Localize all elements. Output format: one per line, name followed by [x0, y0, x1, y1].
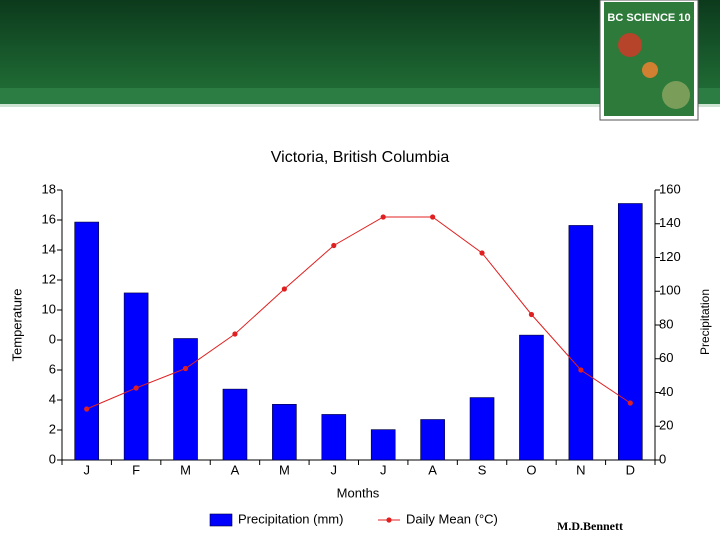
y-tick-label: 6: [49, 361, 56, 376]
y-tick-label: 10: [42, 301, 56, 316]
header-rule: [0, 104, 720, 107]
cover-title: BC SCIENCE 10: [607, 12, 690, 24]
line-point: [84, 406, 90, 412]
legend-label: Daily Mean (°C): [406, 511, 498, 526]
line-point: [281, 286, 287, 292]
bar: [568, 225, 594, 461]
y-tick-label: 4: [49, 391, 56, 406]
bar: [370, 429, 396, 461]
cover-art: [662, 81, 690, 109]
cover-art: [618, 33, 642, 57]
y2-tick-label: 0: [659, 451, 666, 466]
x-tick-label: M: [279, 462, 290, 477]
x-tick-label: S: [478, 462, 487, 477]
bar: [272, 404, 297, 461]
bar: [222, 388, 248, 461]
line-point: [430, 214, 436, 220]
header-strip: [0, 88, 720, 104]
bar: [420, 419, 445, 461]
bar: [173, 338, 198, 461]
line-point: [133, 385, 139, 391]
bar: [123, 292, 149, 461]
line-point: [182, 365, 189, 372]
bar: [321, 414, 347, 461]
y-tick-label: 14: [42, 241, 56, 256]
y2-tick-label: 40: [659, 384, 673, 399]
x-tick-label: J: [331, 462, 338, 477]
cover-art: [642, 62, 658, 78]
y2-axis-label: Precipitation: [698, 289, 712, 355]
line-point: [578, 367, 584, 373]
y-tick-label: 12: [42, 271, 56, 286]
line-point: [528, 311, 535, 318]
x-tick-label: A: [428, 462, 437, 477]
y2-tick-label: 100: [659, 283, 681, 298]
line-point: [331, 242, 337, 249]
y-tick-label: 0: [49, 331, 56, 346]
line-point: [627, 400, 633, 406]
y-tick-label: 2: [49, 421, 56, 436]
bar: [74, 221, 100, 461]
x-axis-label: Months: [337, 485, 380, 500]
bar: [519, 334, 544, 461]
line: [86, 216, 631, 410]
x-tick-label: N: [576, 462, 585, 477]
y2-tick-label: 20: [659, 418, 673, 433]
line-point: [479, 250, 485, 256]
y2-tick-label: 60: [659, 350, 673, 365]
author: M.D.Bennett: [557, 519, 623, 533]
x-tick-label: D: [626, 462, 635, 477]
legend-swatch: [209, 513, 233, 527]
x-tick-label: J: [83, 462, 90, 477]
y2-tick-label: 80: [659, 316, 673, 331]
y-tick-label: 0: [49, 451, 56, 466]
y2-tick-label: 120: [659, 249, 681, 264]
x-tick-label: J: [380, 462, 387, 477]
y2-tick-label: 140: [659, 215, 681, 230]
line-point: [232, 331, 238, 337]
y-tick-label: 18: [42, 181, 56, 196]
line-point: [380, 214, 386, 220]
x-tick-label: O: [526, 462, 536, 477]
legend-swatch: [386, 517, 392, 523]
x-tick-label: A: [231, 462, 240, 477]
x-tick-label: F: [132, 462, 140, 477]
chart-title: Victoria, British Columbia: [271, 149, 450, 166]
bar: [617, 203, 643, 461]
y2-tick-label: 160: [659, 181, 681, 196]
y-tick-label: 16: [42, 211, 56, 226]
y-axis-label: Temperature: [9, 289, 24, 362]
bar: [469, 397, 495, 461]
legend-label: Precipitation (mm): [238, 511, 343, 526]
x-tick-label: M: [180, 462, 191, 477]
